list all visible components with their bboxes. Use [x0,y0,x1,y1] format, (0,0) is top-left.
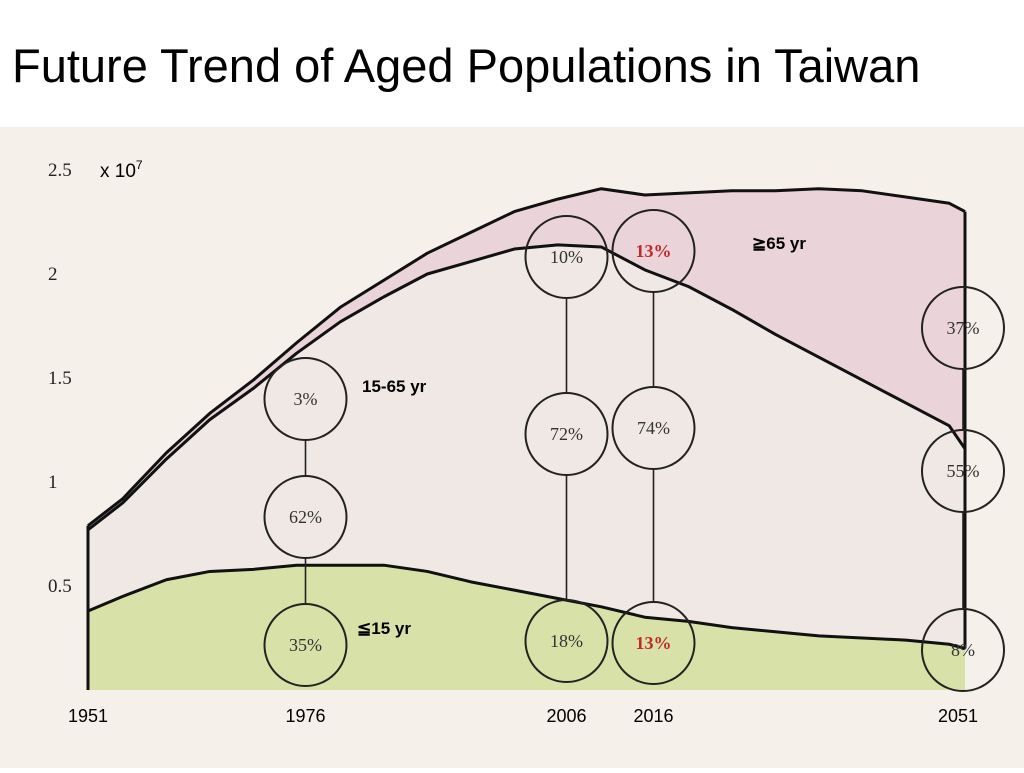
annotation-pct-young: 8% [951,640,975,660]
annotation-circle-aged [524,215,609,299]
series-labels: ≧65 yr 15-65 yr ≦15 yr [357,234,806,638]
annotation-circle-working [921,429,1005,513]
series-label-working: 15-65 yr [362,377,427,396]
annotation-circle-aged [921,286,1005,370]
chart-container: 3% 62% 35% 10% 72% 18% 13% 74% 13% 37% 55% 8% x 107… [0,127,1024,768]
y-unit-label: x 107 [100,158,143,182]
annotation-pct-working: 55% [947,461,980,481]
x-tick-label: 2051 [938,706,978,726]
y-tick-label: 1 [48,472,58,493]
x-tick-label: 1976 [285,706,325,726]
annotation-circle-working [524,392,609,476]
annotation-circle-young [263,603,348,687]
y-tick-label: 2 [48,264,58,285]
annotation-pct-aged: 13% [636,241,672,261]
annotation-pct-working: 72% [550,424,583,444]
y-tick-label: 0.5 [48,576,72,597]
annotation-circles: 3% 62% 35% 10% 72% 18% 13% 74% 13% 37% 55% 8% [263,209,1005,692]
y-tick-label: 1.5 [48,368,72,389]
annotation-pct-working: 74% [637,418,670,438]
annotation-pct-young: 13% [636,633,672,653]
annotation-circle-young [524,599,609,683]
y-tick-label: 2.5 [48,160,72,181]
series-label-aged: ≧65 yr [752,234,806,253]
annotation-pct-young: 18% [550,631,583,651]
area-young [88,565,965,690]
population-area-chart: 3% 62% 35% 10% 72% 18% 13% 74% 13% 37% 55% 8% x 107… [0,127,1024,768]
annotation-circle-young [611,601,696,685]
x-axis: 1951 1976 2006 2016 2051 [68,706,978,726]
series-label-young: ≦15 yr [357,619,411,638]
annotation-circle-working [611,386,696,470]
annotation-pct-aged: 3% [294,389,318,409]
annotation-connectors [304,292,964,609]
annotation-circle-young [921,608,1005,692]
annotation-circle-aged [263,357,348,441]
line-total [87,187,966,527]
annotation-pct-aged: 10% [550,247,583,267]
x-tick-label: 2006 [546,706,586,726]
annotation-circle-aged [611,209,696,293]
x-tick-label: 1951 [68,706,108,726]
line-young-top [87,563,966,650]
annotation-pct-aged: 37% [947,318,980,338]
line-working-top [87,243,967,532]
y-axis: x 107 0.5 1 1.5 2 2.5 [48,158,143,597]
annotation-pct-working: 62% [289,507,322,527]
annotation-pct-young: 35% [289,635,322,655]
page-title: Future Trend of Aged Populations in Taiw… [12,39,921,92]
annotation-circle-working [263,475,348,559]
area-aged [88,188,965,530]
x-tick-label: 2016 [633,706,673,726]
